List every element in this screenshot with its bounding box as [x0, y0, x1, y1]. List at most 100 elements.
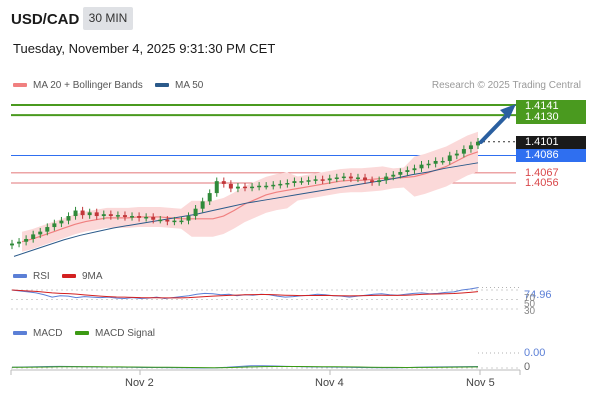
candle-body [398, 171, 403, 175]
candle-body [214, 181, 219, 194]
candle-body [341, 176, 346, 179]
rsi-value-label: 74.96 [524, 289, 552, 301]
candle-body [412, 168, 417, 171]
rsi-swatch [13, 274, 27, 279]
rsi-ma-line [11, 289, 479, 299]
x-tick-nov2: Nov 2 [125, 377, 154, 389]
candle-body [165, 219, 170, 222]
rsi-70-label: 70 [524, 293, 536, 304]
legend-macd-signal: MACD Signal [75, 328, 155, 339]
pivot-label: 1.4086 [516, 149, 586, 162]
macd-zero-label: 0 [524, 361, 531, 373]
candle-body [447, 155, 452, 161]
legend-rsi: RSI [13, 271, 50, 282]
timeframe-badge[interactable]: 30 MIN [83, 7, 133, 30]
credit-label: Research © 2025 Trading Central [431, 80, 581, 91]
macd-value-label: 0.00 [524, 347, 546, 359]
last-price-label: 1.4101 [516, 136, 586, 149]
candle-body [285, 183, 290, 185]
candle-body [355, 177, 360, 179]
candle-body [426, 163, 431, 166]
candle-body [66, 216, 71, 221]
x-tick-nov5: Nov 5 [466, 377, 495, 389]
candle-body [278, 183, 283, 186]
legend-macd-signal-label: MACD Signal [95, 328, 156, 339]
legend-rsi-ma: 9MA [62, 271, 103, 282]
candle-body [454, 153, 459, 156]
candle-body [94, 212, 99, 217]
candle-body [200, 201, 205, 209]
candle-body [179, 220, 184, 223]
legend-macd: MACD [13, 328, 62, 339]
candle-body [433, 160, 438, 164]
legend-macd-label: MACD [33, 328, 63, 339]
support-2-label: 1.4056 [525, 177, 559, 189]
candle-body [31, 234, 36, 239]
candle-body [38, 231, 43, 235]
resistance-box [516, 100, 586, 124]
candle-body [243, 186, 247, 189]
candle-body [101, 214, 106, 217]
rsi-line [11, 287, 479, 300]
rsi-ma-swatch [62, 274, 76, 279]
candle-body [257, 185, 262, 188]
candle-body [130, 216, 135, 218]
candle-body [144, 216, 149, 219]
candle-body [137, 216, 142, 218]
candle-body [24, 238, 29, 242]
candle-body [172, 220, 177, 223]
candle-body [45, 227, 50, 232]
macd-swatch [13, 331, 27, 336]
resistance-2-label: 1.4130 [525, 111, 559, 123]
candle-body [228, 183, 233, 189]
macd-signal-swatch [75, 331, 89, 336]
candle-body [193, 208, 198, 217]
candle-body [377, 180, 382, 183]
support-1-label: 1.4067 [525, 167, 559, 179]
legend-ma50: MA 50 [155, 80, 203, 91]
candle-body [235, 186, 240, 189]
candle-body [292, 181, 297, 183]
candle-body [461, 149, 466, 154]
legend-rsi-ma-label: 9MA [82, 271, 103, 282]
candle-body [320, 179, 325, 181]
rsi-30-label: 30 [524, 306, 536, 317]
target-arrow-head [500, 104, 516, 119]
ma50-swatch [155, 83, 169, 88]
legend-rsi-label: RSI [33, 271, 50, 282]
legend-ma20-label: MA 20 + Bollinger Bands [33, 80, 143, 91]
candle-body [384, 176, 389, 181]
candle-body [306, 180, 311, 182]
symbol-title: USD/CAD [11, 11, 80, 28]
candle-body [122, 215, 127, 217]
candle-body [52, 223, 57, 228]
candle-body [334, 177, 339, 179]
candle-body [115, 215, 120, 217]
candle-body [73, 210, 78, 217]
candle-body [10, 243, 14, 246]
candle-body [186, 216, 191, 221]
candle-body [221, 181, 226, 184]
candle-body [419, 164, 424, 169]
candle-body [250, 186, 255, 189]
candle-body [299, 181, 304, 183]
candle-body [87, 212, 92, 216]
rsi-50-label: 50 [524, 299, 536, 310]
candle-body [370, 180, 375, 183]
ma20-swatch [13, 83, 27, 88]
candle-body [59, 220, 64, 224]
candle-body [108, 214, 113, 217]
x-tick-nov4: Nov 4 [315, 377, 344, 389]
ma20-line [21, 151, 479, 243]
candle-body [264, 185, 269, 188]
datetime-label: Tuesday, November 4, 2025 9:31:30 PM CET [13, 41, 276, 56]
candle-body [313, 179, 318, 181]
candle-body [271, 184, 276, 187]
macd-signal-line [11, 365, 479, 369]
candle-body [476, 141, 480, 146]
candle-body [207, 193, 212, 202]
candle-body [405, 170, 410, 172]
candle-body [17, 241, 22, 244]
candle-body [468, 145, 473, 150]
